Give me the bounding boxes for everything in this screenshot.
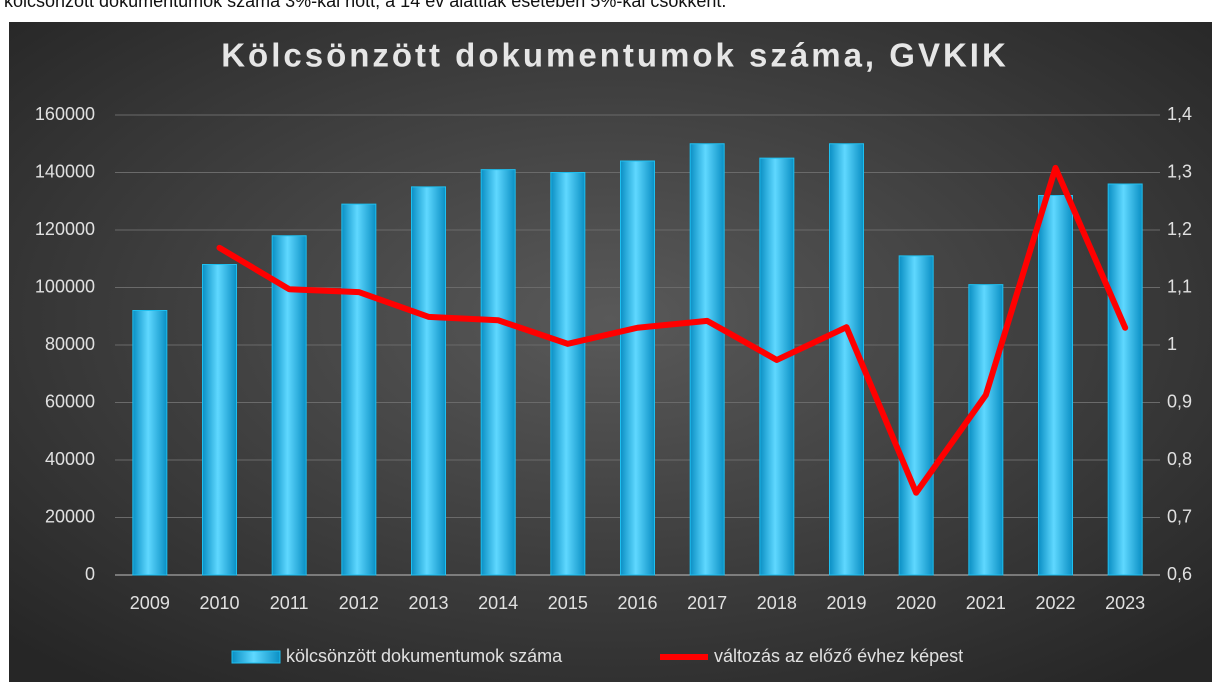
caption: kölcsönzött dokumentumok száma 3%-kal nő… — [4, 0, 727, 11]
bar — [341, 203, 377, 576]
bar — [968, 284, 1004, 576]
bar — [480, 169, 516, 576]
y2-tick-label: 1 — [1167, 334, 1177, 354]
legend-swatch — [231, 650, 281, 664]
x-tick-label: 2017 — [687, 593, 727, 613]
legend-label: változás az előző évhez képest — [714, 646, 963, 666]
bar — [1038, 195, 1073, 576]
x-tick-label: 2010 — [199, 593, 239, 613]
y-tick-label: 140000 — [35, 161, 95, 181]
x-tick-label: 2012 — [339, 593, 379, 613]
y-tick-label: 160000 — [35, 104, 95, 124]
chart-title: Kölcsönzött dokumentumok száma, GVKIK — [221, 37, 1009, 74]
y-tick-label: 40000 — [45, 449, 95, 469]
bar — [550, 172, 586, 576]
x-tick-label: 2021 — [966, 593, 1006, 613]
y2-tick-label: 1,2 — [1167, 219, 1192, 239]
x-tick-label: 2018 — [757, 593, 797, 613]
y-tick-label: 20000 — [45, 506, 95, 526]
bar — [1107, 183, 1143, 576]
chart-background — [9, 22, 1212, 682]
bar — [759, 157, 795, 576]
y-tick-label: 60000 — [45, 391, 95, 411]
x-tick-label: 2020 — [896, 593, 936, 613]
bar — [620, 160, 655, 576]
bar — [411, 186, 446, 576]
x-tick-label: 2023 — [1105, 593, 1145, 613]
x-tick-label: 2009 — [130, 593, 170, 613]
y2-tick-label: 0,8 — [1167, 449, 1192, 469]
bar — [202, 264, 237, 576]
y2-tick-label: 0,6 — [1167, 564, 1192, 584]
y2-tick-label: 0,7 — [1167, 506, 1192, 526]
y-tick-label: 80000 — [45, 334, 95, 354]
bar — [132, 310, 168, 576]
y-tick-label: 100000 — [35, 276, 95, 296]
y2-tick-label: 0,9 — [1167, 391, 1192, 411]
x-tick-label: 2019 — [826, 593, 866, 613]
x-tick-label: 2022 — [1035, 593, 1075, 613]
x-tick-label: 2015 — [548, 593, 588, 613]
y-tick-label: 120000 — [35, 219, 95, 239]
bar — [689, 143, 725, 576]
line — [216, 164, 1129, 496]
bar — [898, 255, 934, 576]
y2-tick-label: 1,4 — [1167, 104, 1192, 124]
y2-tick-label: 1,1 — [1167, 276, 1192, 296]
y2-tick-label: 1,3 — [1167, 161, 1192, 181]
x-tick-label: 2014 — [478, 593, 518, 613]
x-tick-label: 2011 — [270, 593, 309, 613]
y-tick-label: 0 — [85, 564, 95, 584]
legend-label: kölcsönzött dokumentumok száma — [286, 646, 563, 666]
x-tick-label: 2016 — [617, 593, 657, 613]
x-tick-label: 2013 — [408, 593, 448, 613]
